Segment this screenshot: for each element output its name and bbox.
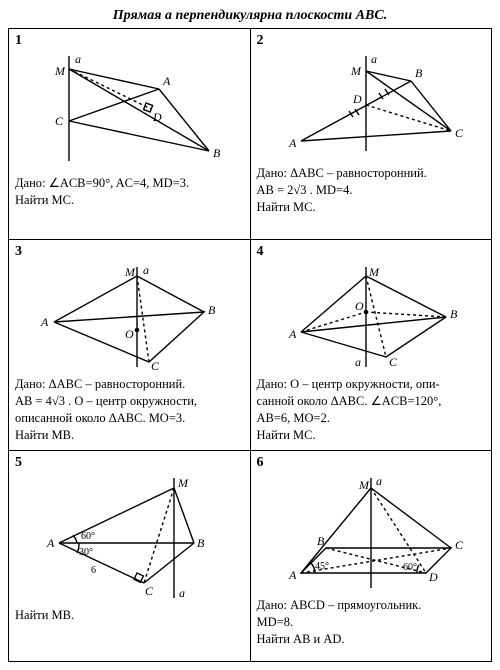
label-M: M [177, 476, 189, 490]
text-line: Дано: O – центр окружности, опи- [257, 377, 440, 391]
problem-text: Дано: ∠ACB=90°, AC=4, MD=3. Найти MC. [15, 175, 244, 209]
cell-5: 5 60° 30° 6 a M A B C Найти MB. [9, 451, 251, 662]
problem-text: Дано: O – центр окружности, опи- санной … [257, 376, 486, 444]
text-line: Дано: ΔABC – равносторонний. [15, 377, 185, 391]
text-line: Дано: ABCD – прямоугольник. [257, 598, 422, 612]
page-title: Прямая а перпендикулярна плоскости ABC. [8, 8, 492, 24]
label-C: C [389, 355, 398, 369]
label-D: D [428, 570, 438, 584]
label-a: a [371, 52, 377, 66]
label-D: D [152, 110, 162, 124]
label-A: A [288, 136, 297, 150]
label-C: C [455, 538, 464, 552]
label-B: B [450, 307, 458, 321]
label-A: A [40, 315, 49, 329]
label-B: B [208, 303, 216, 317]
text-line: Найти MC. [15, 193, 74, 207]
label-a: a [143, 263, 149, 277]
label-B: B [317, 534, 325, 548]
label-a: a [376, 474, 382, 488]
label-a: a [179, 586, 185, 600]
cell-number: 3 [15, 244, 244, 260]
text-line: Дано: ∠ACB=90°, AC=4, MD=3. [15, 176, 189, 190]
label-B: B [415, 66, 423, 80]
text-line: Найти MB. [15, 608, 74, 622]
figure-3: a M A B C O [29, 262, 229, 372]
figure-4: a M A B C O [271, 262, 471, 372]
text-line: Найти AB и AD. [257, 632, 345, 646]
text-line: AB = 2√3 . MD=4. [257, 183, 353, 197]
cell-number: 6 [257, 455, 486, 471]
label-C: C [151, 359, 160, 372]
figure-5: 60° 30° 6 a M A B C [29, 473, 229, 603]
label-a: a [75, 52, 81, 66]
cell-2: 2 a M A B C D Дано: ΔABC – равносторонни… [250, 29, 492, 240]
text-line: AB=6, MO=2. [257, 411, 330, 425]
label-O: O [125, 327, 134, 341]
label-M: M [368, 265, 380, 279]
figure-6: 45° 60° a M A B C D [271, 473, 471, 593]
text-line: описанной около ΔABC. MO=3. [15, 411, 185, 425]
cell-number: 1 [15, 33, 244, 49]
problem-text: Найти MB. [15, 607, 244, 624]
problem-text: Дано: ABCD – прямоугольник. MD=8. Найти … [257, 597, 486, 648]
cell-3: 3 a M A B C O Дано: ΔABC – равносторонни… [9, 240, 251, 451]
label-M: M [358, 478, 370, 492]
label-angle: 60° [81, 531, 95, 542]
label-D: D [352, 92, 362, 106]
label-M: M [54, 64, 66, 78]
label-B: B [197, 536, 205, 550]
cell-4: 4 a M A B C O Дано: O – центр окружности… [250, 240, 492, 451]
label-C: C [455, 126, 464, 140]
figure-2: a M A B C D [271, 51, 471, 161]
text-line: Дано: ΔABC – равносторонний. [257, 166, 427, 180]
label-A: A [162, 74, 171, 88]
text-line: AB = 4√3 . O – центр окружности, [15, 394, 197, 408]
label-O: O [355, 299, 364, 313]
cell-number: 2 [257, 33, 486, 49]
cell-number: 4 [257, 244, 486, 260]
label-A: A [288, 327, 297, 341]
label-C: C [55, 114, 64, 128]
problem-text: Дано: ΔABC – равносторонний. AB = 4√3 . … [15, 376, 244, 444]
label-C: C [145, 584, 154, 598]
cell-number: 5 [15, 455, 244, 471]
problems-grid: 1 a M C A B D Дано: ∠ACB=90°, AC=4, MD=3… [8, 28, 492, 662]
label-angle: 30° [79, 547, 93, 558]
label-angle: 45° [315, 561, 329, 572]
label-M: M [350, 64, 362, 78]
label-angle: 60° [403, 562, 417, 573]
cell-1: 1 a M C A B D Дано: ∠ACB=90°, AC=4, MD=3… [9, 29, 251, 240]
text-line: Найти MC. [257, 428, 316, 442]
text-line: Найти MB. [15, 428, 74, 442]
label-A: A [288, 568, 297, 582]
figure-1: a M C A B D [29, 51, 229, 171]
label-A: A [46, 536, 55, 550]
cell-6: 6 45° 60° a M A B C D Дано: ABCD – прямо… [250, 451, 492, 662]
label-a: a [355, 355, 361, 369]
label-length: 6 [91, 565, 96, 576]
text-line: Найти MC. [257, 200, 316, 214]
text-line: санной около ΔABC. ∠ACB=120°, [257, 394, 442, 408]
label-B: B [213, 146, 221, 160]
label-M: M [124, 265, 136, 279]
problem-text: Дано: ΔABC – равносторонний. AB = 2√3 . … [257, 165, 486, 216]
text-line: MD=8. [257, 615, 294, 629]
